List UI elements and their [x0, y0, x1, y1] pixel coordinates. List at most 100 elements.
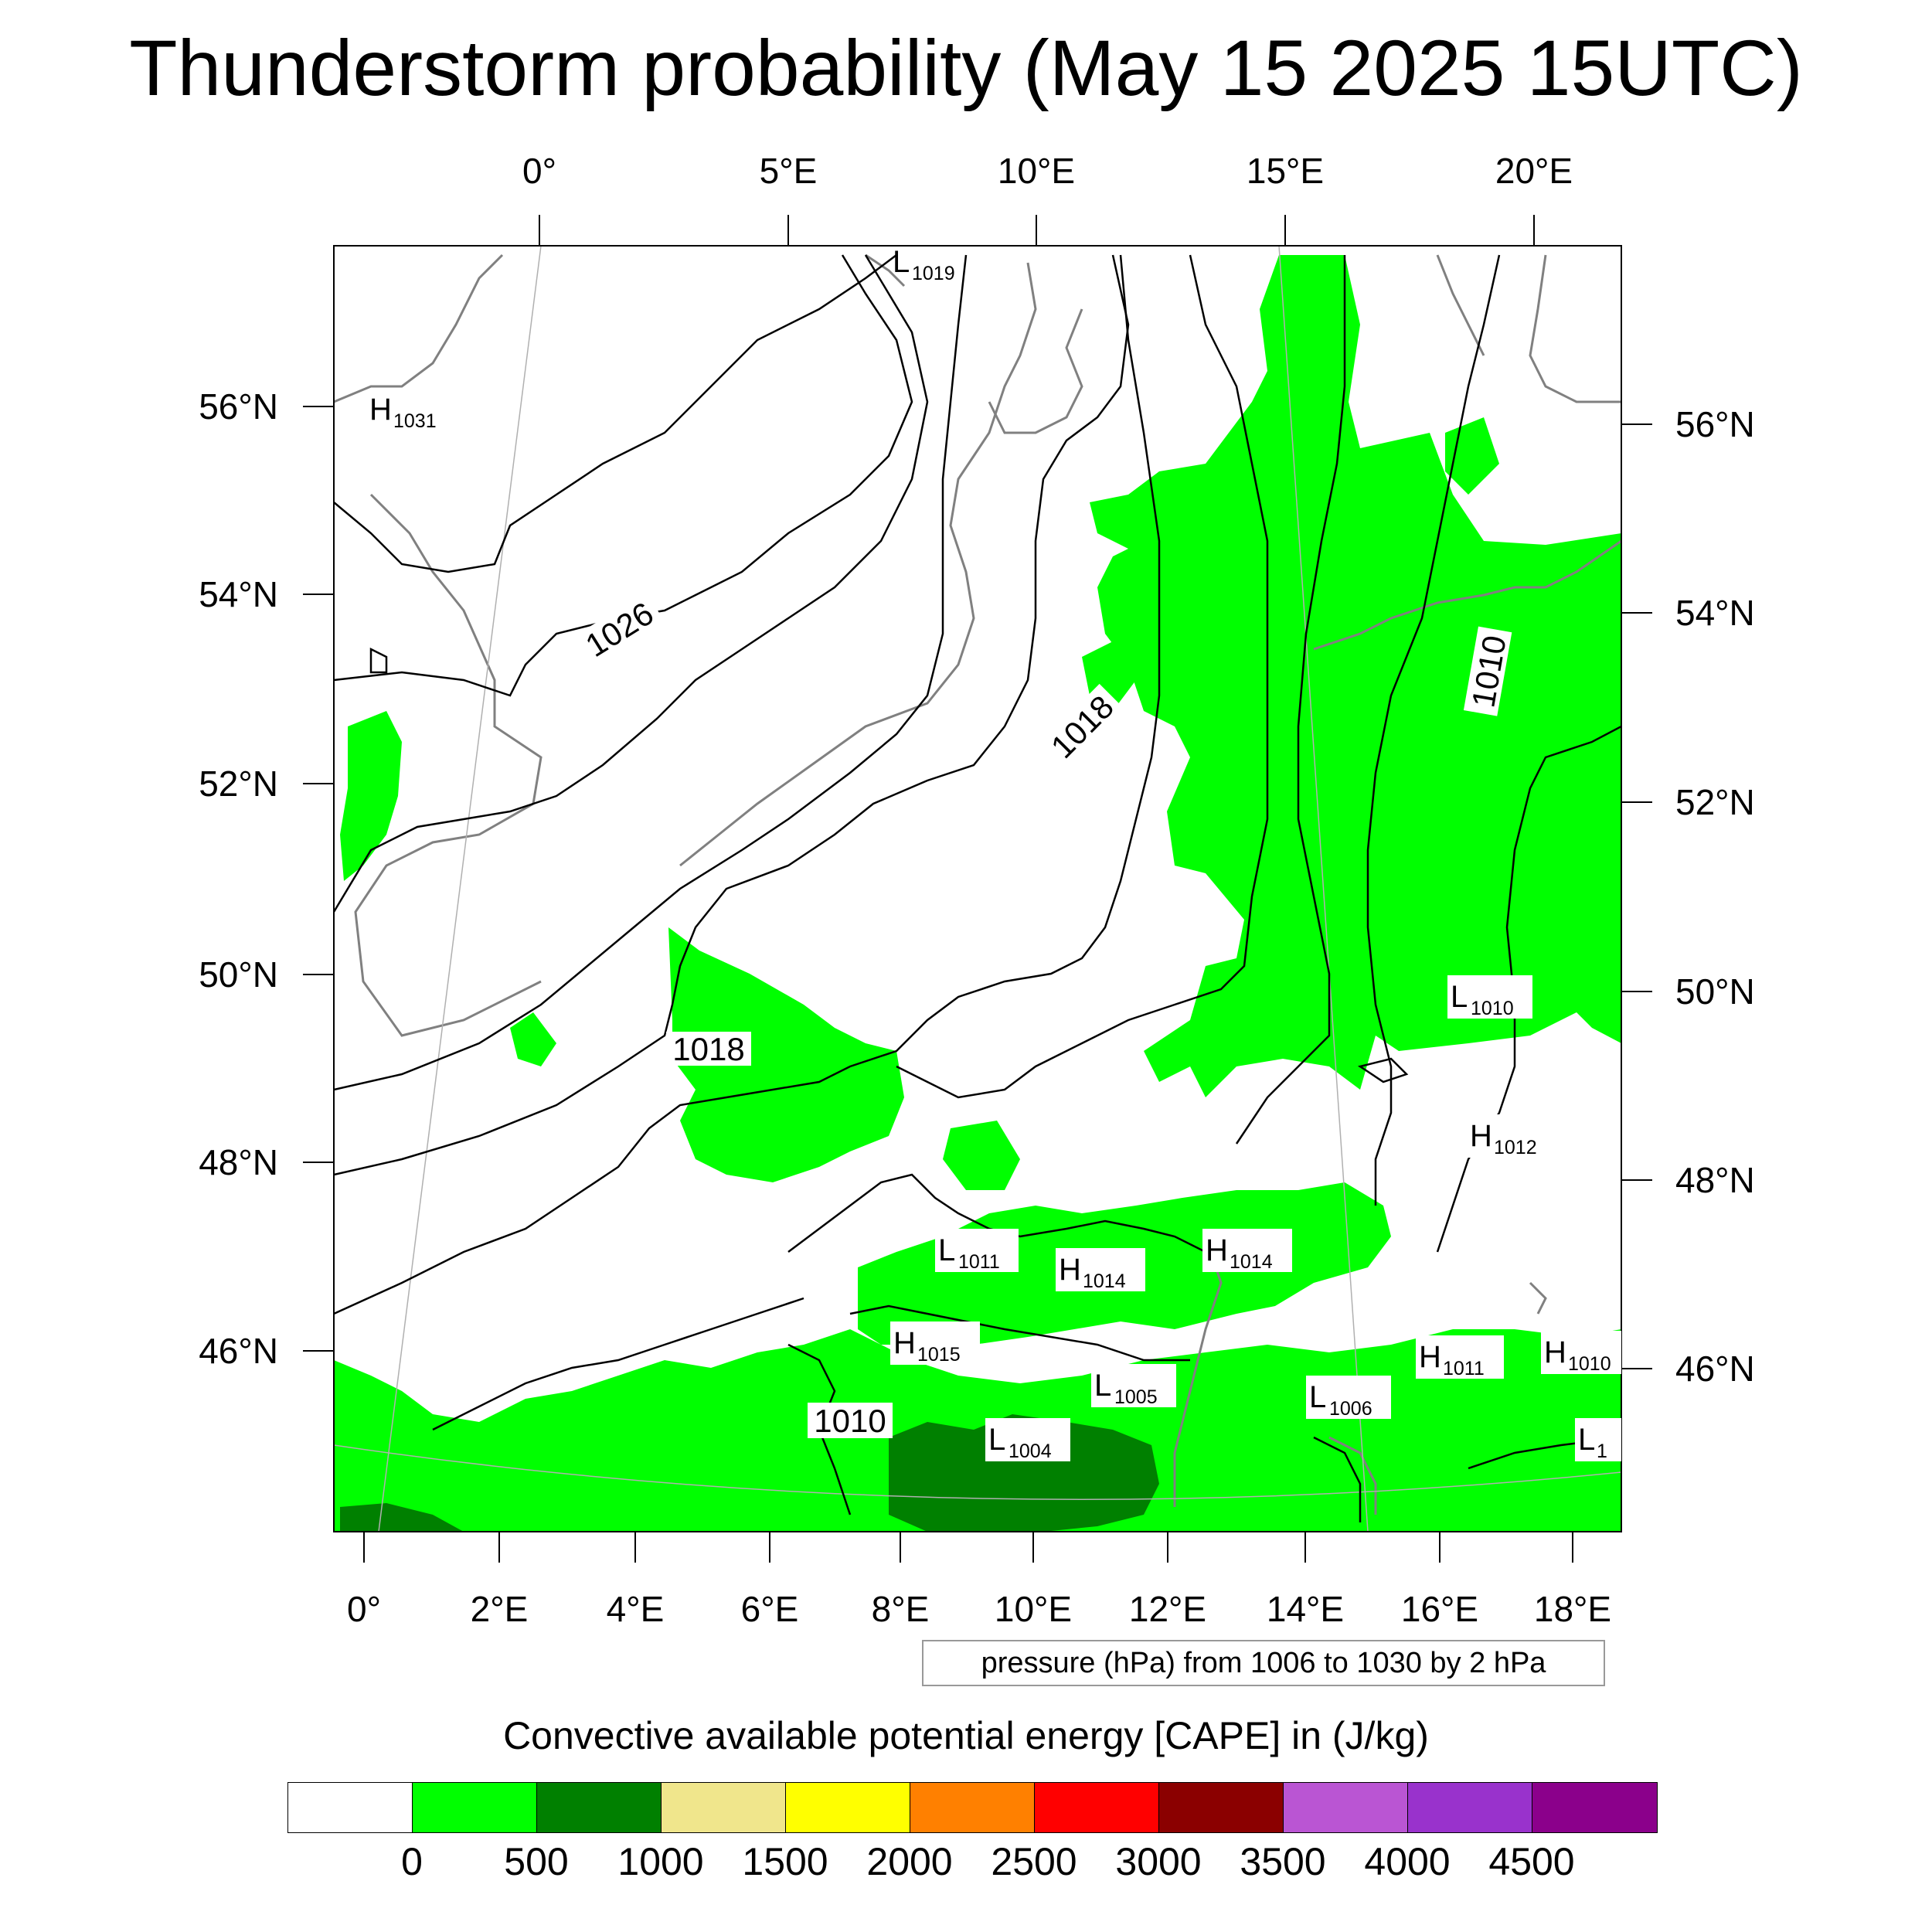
colorbar-title: Convective available potential energy [C…	[503, 1714, 1429, 1757]
pressure-center: L 1019	[893, 245, 955, 284]
svg-text:H: H	[1206, 1233, 1228, 1267]
svg-text:1019: 1019	[912, 263, 955, 284]
colorbar-swatch	[1035, 1783, 1159, 1832]
left-lat-label: 54°N	[199, 574, 278, 614]
colorbar-swatch	[662, 1783, 786, 1832]
colorbar-swatch	[1532, 1783, 1657, 1832]
pressure-center: H 1010	[1541, 1331, 1621, 1375]
colorbar-label: 4000	[1364, 1840, 1451, 1883]
graticule	[334, 246, 1621, 1532]
colorbar-swatch	[537, 1783, 662, 1832]
svg-text:L: L	[938, 1233, 955, 1267]
svg-text:H: H	[1544, 1335, 1566, 1369]
colorbar-swatch	[910, 1783, 1035, 1832]
svg-text:1006: 1006	[1329, 1398, 1372, 1420]
right-lat-label: 50°N	[1675, 971, 1755, 1012]
colorbar-label: 2500	[991, 1840, 1077, 1883]
cape-area-west2	[510, 1012, 556, 1066]
svg-text:1012: 1012	[1494, 1137, 1537, 1158]
svg-text:H: H	[893, 1326, 916, 1360]
left-lat-label: 52°N	[199, 764, 278, 804]
pressure-center: H 1012	[1467, 1114, 1556, 1158]
cape-area-center	[668, 927, 904, 1182]
colorbar-swatch	[786, 1783, 910, 1832]
right-lat-label: 54°N	[1675, 593, 1755, 633]
top-lon-label: 20°E	[1495, 151, 1573, 191]
top-lon-label: 15°E	[1247, 151, 1324, 191]
colorbar-swatch	[1408, 1783, 1532, 1832]
cape-area-west	[340, 711, 402, 881]
svg-text:L: L	[893, 245, 910, 279]
pressure-center: H 1011	[1416, 1335, 1504, 1379]
right-lat-label: 52°N	[1675, 782, 1755, 822]
bottom-lon-axis: 0° 2°E 4°E 6°E 8°E 10°E 12°E 14°E 16°E 1…	[347, 1532, 1611, 1629]
pressure-center: L 1011	[935, 1229, 1019, 1273]
left-lat-label: 48°N	[199, 1142, 278, 1182]
colorbar-label: 3500	[1240, 1840, 1326, 1883]
svg-text:H: H	[1470, 1119, 1492, 1153]
right-lat-axis: 56°N 54°N 52°N 50°N 48°N 46°N	[1621, 404, 1755, 1389]
coastlines	[334, 253, 1621, 1515]
cape-area-1220	[943, 1121, 1020, 1190]
svg-text:1011: 1011	[1443, 1358, 1485, 1379]
svg-text:L: L	[988, 1423, 1005, 1457]
pressure-center: L 1004	[985, 1418, 1070, 1462]
svg-text:1: 1	[1597, 1440, 1607, 1462]
bottom-lon-label: 4°E	[607, 1589, 665, 1629]
svg-text:1010: 1010	[1568, 1353, 1611, 1375]
svg-text:1011: 1011	[958, 1251, 1000, 1273]
left-lat-label: 56°N	[199, 386, 278, 427]
svg-text:L: L	[1094, 1369, 1111, 1403]
cape-dark-area-2	[340, 1503, 464, 1532]
bottom-lon-label: 18°E	[1534, 1589, 1611, 1629]
pressure-center: H 1015	[890, 1321, 980, 1366]
map-content	[334, 246, 1621, 1532]
svg-text:L: L	[1309, 1380, 1326, 1414]
left-lat-label: 46°N	[199, 1331, 278, 1371]
pressure-center: H 1014	[1202, 1229, 1292, 1273]
svg-text:1031: 1031	[393, 410, 437, 432]
isobar-label: 1010	[814, 1403, 886, 1439]
chart-title: Thunderstorm probability (May 15 2025 15…	[129, 24, 1803, 112]
svg-text:H: H	[1059, 1253, 1081, 1287]
svg-text:1010: 1010	[1471, 998, 1514, 1019]
svg-text:H: H	[369, 393, 392, 427]
svg-text:L: L	[1451, 980, 1468, 1014]
top-lon-label: 10°E	[998, 151, 1075, 191]
cape-0-500-fill	[334, 255, 1621, 1532]
isobar-label: 1018	[672, 1031, 744, 1067]
right-lat-label: 46°N	[1675, 1349, 1755, 1389]
cape-500-1000-fill	[340, 1414, 1159, 1532]
pressure-center: H 1014	[1056, 1248, 1145, 1292]
colorbar-swatch	[288, 1783, 413, 1832]
colorbar-label: 1000	[617, 1840, 704, 1883]
pressure-centers: L 1019 H 1031 L 1010 H 1012 L 1011 H 101…	[369, 245, 1621, 1462]
bottom-lon-label: 2°E	[471, 1589, 529, 1629]
map-frame	[333, 245, 1622, 1532]
svg-text:1014: 1014	[1230, 1251, 1273, 1273]
pressure-center: L 1006	[1306, 1376, 1391, 1420]
colorbar-swatch	[413, 1783, 537, 1832]
top-lon-label: 5°E	[760, 151, 818, 191]
svg-text:1004: 1004	[1009, 1440, 1052, 1462]
bottom-lon-label: 10°E	[995, 1589, 1072, 1629]
svg-text:H: H	[1419, 1340, 1441, 1374]
pressure-center: L 1	[1575, 1418, 1621, 1462]
right-lat-label: 56°N	[1675, 404, 1755, 444]
colorbar-label: 500	[504, 1840, 569, 1883]
top-lon-label: 0°	[522, 151, 556, 191]
colorbar-label: 3000	[1115, 1840, 1202, 1883]
svg-text:1005: 1005	[1114, 1386, 1158, 1408]
left-lat-label: 50°N	[199, 954, 278, 995]
svg-text:1015: 1015	[917, 1344, 961, 1366]
contour-info-box: pressure (hPa) from 1006 to 1030 by 2 hP…	[922, 1640, 1605, 1686]
svg-text:1014: 1014	[1083, 1270, 1126, 1292]
bottom-lon-label: 6°E	[741, 1589, 799, 1629]
pressure-center: L 1010	[1447, 975, 1532, 1019]
top-lon-axis: 0° 5°E 10°E 15°E 20°E	[522, 151, 1573, 246]
pressure-center: H 1031	[369, 393, 437, 432]
pressure-center: L 1005	[1091, 1364, 1176, 1408]
colorbar-labels: 0 500 1000 1500 2000 2500 3000 3500 4000 4500	[0, 1839, 1932, 1886]
cape-dark-area-1	[889, 1414, 1159, 1532]
